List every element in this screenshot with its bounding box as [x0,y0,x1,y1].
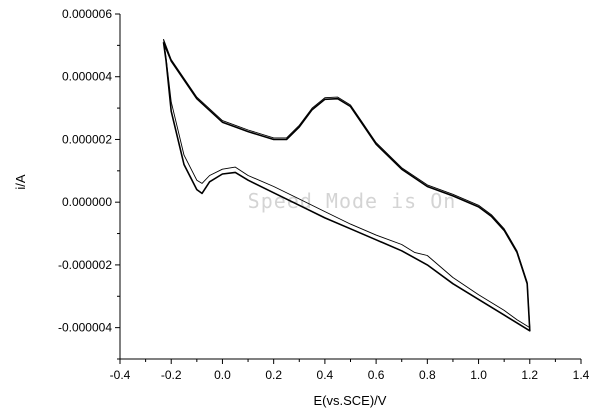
x-tick-label: 0.4 [317,368,334,382]
x-tick-label: 0.0 [214,368,231,382]
y-tick-label: -0.000002 [58,258,112,272]
x-tick-label: 0.2 [265,368,282,382]
series-layer [162,38,531,332]
series-line-2 [163,38,531,329]
x-tick-label: -0.2 [161,368,182,382]
x-tick-label: -0.4 [110,368,131,382]
x-tick-label: 1.0 [470,368,487,382]
x-tick-label: 1.2 [521,368,538,382]
watermark-text: Speed Mode is On [248,189,457,213]
y-tick-label: 0.000004 [62,70,112,84]
y-axis-label: i/A [13,174,28,190]
x-axis-label: E(vs.SCE)/V [314,393,387,408]
tick-layer: -0.4 -0.2 0.0 0.2 0.4 0.6 0.8 1.0 1.2 1.4 -0.00000… [58,7,590,382]
y-tick-label: 0.000006 [62,7,112,21]
series-line-1 [162,41,531,332]
y-tick-label: -0.000004 [58,321,112,335]
axis-layer [119,14,581,360]
y-tick-label: 0.000000 [62,195,112,209]
x-tick-label: 0.6 [368,368,385,382]
y-tick-label: 0.000002 [62,132,112,146]
x-tick-label: 0.8 [419,368,436,382]
x-tick-label: 1.4 [573,368,590,382]
